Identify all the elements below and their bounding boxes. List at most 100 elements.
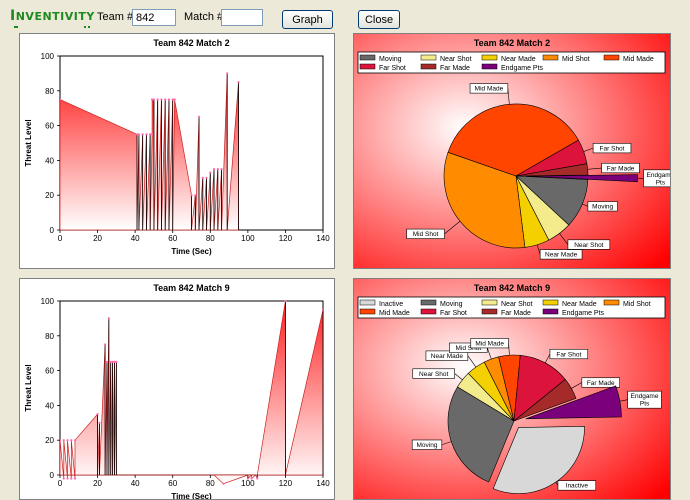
y-tick-label: 20 [45,436,54,445]
legend-swatch [359,63,376,70]
data-point [149,133,152,136]
data-point [194,194,197,197]
legend-entry: Far Shot [379,65,406,72]
x-tick-label: 80 [206,479,215,488]
slice-label-box [601,162,640,174]
x-tick-label: 60 [168,234,177,243]
slice-label: Mid Made [475,86,504,93]
area-series [60,299,323,485]
data-point [109,360,112,363]
legend-entry: Mid Shot [562,56,590,63]
legend-entry: Near Made [501,56,536,63]
legend-entry: Near Shot [440,56,472,63]
area-chart-match-2: Team 842 Match 2 0 20 40 60 80 100 120 140 0 20 40 6… [19,33,335,269]
legend-swatch [603,54,620,61]
data-point [216,168,219,171]
slice-label-box [549,348,589,360]
slice-leader [467,355,477,368]
data-point [73,477,77,480]
slice-leader [571,382,582,389]
toolbar: INVENTIVITY Team # Match # Graph Close [0,0,690,32]
x-tick-label: 20 [93,234,102,243]
data-point [98,421,101,424]
legend-swatch [359,308,376,315]
legend-entry: Inactive [379,301,403,308]
legend-swatch [420,63,437,70]
slice-label: Pts [656,179,666,186]
y-axis-label: Threat Level [24,119,33,166]
y-tick-label: 80 [45,332,54,341]
data-point [164,98,167,101]
y-tick-label: 40 [45,156,54,165]
legend-swatch [359,299,376,306]
y-tick-label: 100 [41,52,55,61]
data-point [160,98,163,101]
x-axis-label: Time (Sec) [171,492,212,499]
x-tick-label: 100 [241,479,255,488]
legend-swatch [542,299,559,306]
slice-label-box [470,338,509,349]
legend-entry: Endgame Pts [501,65,544,72]
slice-label-box [539,249,583,260]
data-point [190,194,193,197]
data-point [321,308,323,311]
data-point [70,439,73,442]
data-point [66,477,69,480]
legend-swatch [542,308,559,315]
data-point [284,299,287,303]
data-point [209,171,212,174]
logo-text: NVENTIVITY [15,10,95,23]
close-button[interactable]: Close [358,10,400,29]
data-point [70,477,73,480]
x-tick-label: 100 [241,234,255,243]
data-point [137,133,140,136]
legend-entry: Mid Made [623,56,654,63]
x-tick-label: 140 [316,234,330,243]
x-tick-label: 80 [206,234,215,243]
legend-swatch [603,299,620,306]
data-point [105,360,109,363]
data-point [201,176,204,179]
legend-entry: Far Made [440,65,470,72]
pie-chart-match-9: Team 842 Match 9 Inactive Moving Near Shot N… [353,278,671,500]
graph-button[interactable]: Graph [282,10,333,29]
data-point [220,168,223,171]
slice-label-box [587,201,618,212]
pie-slice [447,386,515,483]
match-label: Match # [184,11,224,23]
slice-label-box [567,239,611,250]
slice-label-box [643,169,670,188]
data-point [150,98,154,101]
data-point [60,98,62,101]
slice-label: Pts [640,401,650,408]
team-input[interactable] [132,9,176,26]
legend-swatch [420,54,437,61]
slice-label: Far Shot [556,351,581,358]
data-point [156,98,159,101]
legend-entry: Near Shot [501,301,533,308]
legend-swatch [542,54,559,61]
x-tick-label: 120 [279,479,293,488]
data-point [197,115,201,118]
data-point [111,360,114,363]
slice-label: Near Shot [419,371,448,378]
data-point [107,317,110,320]
match-input[interactable] [221,9,263,26]
slice-leader [555,481,559,486]
legend-entry: Near Made [562,301,597,308]
y-axis-label: Threat Level [24,364,33,411]
slice-leader [454,373,463,381]
slice-leader [536,244,541,255]
slice-label: Far Shot [600,145,625,152]
slice-label: Endgame [631,393,659,400]
legend-entry: Moving [440,301,463,308]
slice-leader [619,399,628,402]
data-point [173,98,176,101]
pie-chart-svg: Team 842 Match 9 Inactive Moving Near Shot N… [354,279,670,499]
data-point [212,168,216,171]
slice-leader [441,441,452,446]
y-tick-label: 40 [45,401,54,410]
slice-label-box [425,350,469,361]
chart-title: Team 842 Match 9 [153,283,229,293]
slice-label-box [412,368,455,379]
